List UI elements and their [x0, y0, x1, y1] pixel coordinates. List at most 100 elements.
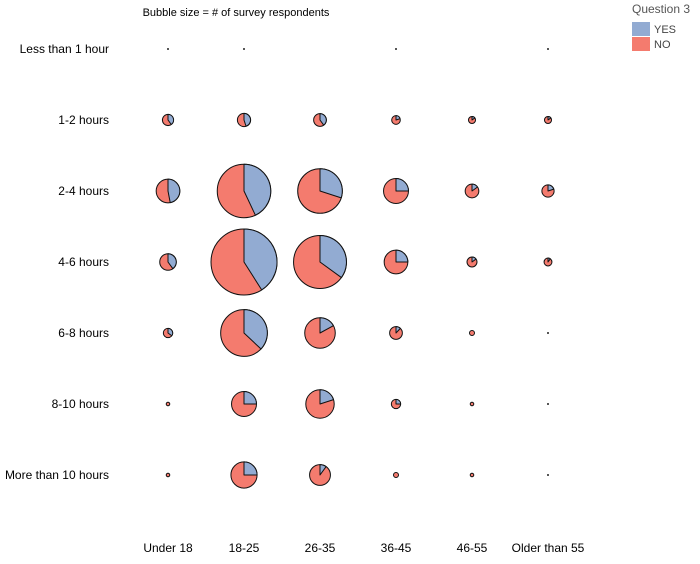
pie-slice-yes — [395, 249, 409, 263]
pie-slice-yes — [243, 163, 272, 216]
y-axis-labels: Less than 1 hour 1-2 hours 2-4 hours 4-6 ho… — [5, 42, 109, 482]
bubble-6-8-hours-36-45 — [389, 326, 403, 340]
legend-title: Question 3 — [632, 2, 690, 16]
pie-slice-no — [469, 330, 475, 336]
bubble-8-10-hours-under-18 — [165, 401, 171, 407]
x-tick-label-under-18: Under 18 — [143, 541, 193, 555]
pie-slice-yes — [243, 461, 258, 476]
bubble-1-2-hours-under-18 — [161, 113, 175, 127]
pie-slice-yes — [167, 113, 175, 126]
pie-slice-yes — [395, 178, 409, 192]
bubble-less-than-1-hour-36-45 — [395, 48, 397, 50]
x-tick-label-older-than-55: Older than 55 — [512, 541, 585, 555]
bubble-4-6-hours-46-55 — [466, 256, 478, 268]
bubble-more-than-10-hours-under-18 — [165, 472, 171, 478]
bubble-4-6-hours-under-18 — [159, 253, 177, 271]
bubble-8-10-hours-18-25 — [231, 391, 257, 417]
pie-slice-yes — [319, 168, 343, 199]
pie-slice-yes — [243, 309, 268, 350]
bubble-2-4-hours-26-35 — [297, 168, 343, 214]
bubble-6-8-hours-46-55 — [469, 330, 475, 336]
bubble-6-8-hours-under-18 — [162, 327, 174, 339]
legend-swatch-yes — [632, 22, 650, 36]
y-tick-label-more-than-10-hours: More than 10 hours — [5, 468, 109, 482]
y-tick-label-4-6-hours: 4-6 hours — [58, 255, 109, 269]
x-tick-label-18-25: 18-25 — [229, 541, 260, 555]
pie-slice-yes — [319, 235, 347, 279]
pie-slice-yes — [547, 257, 551, 263]
bubble-1-2-hours-36-45 — [391, 115, 401, 125]
x-axis-labels: Under 18 18-25 26-35 36-45 46-55 Older than 5… — [143, 541, 584, 555]
pie-slice-yes — [167, 253, 177, 270]
bubble-8-10-hours-26-35 — [305, 389, 335, 419]
y-tick-label-8-10-hours: 8-10 hours — [52, 397, 109, 411]
pie-slice-yes — [319, 389, 335, 405]
chart-annotation: Bubble size = # of survey respondents — [143, 7, 330, 19]
bubble-1-2-hours-26-35 — [313, 113, 327, 127]
pie-slice-no — [469, 472, 475, 478]
bubble-4-6-hours-36-45 — [383, 249, 409, 275]
legend-label-yes: YES — [654, 24, 676, 36]
bubbles-layer — [155, 48, 555, 489]
bubble-6-8-hours-18-25 — [220, 309, 268, 357]
pie-slice-yes — [243, 391, 257, 405]
x-tick-label-46-55: 46-55 — [457, 541, 488, 555]
bubble-more-than-10-hours-older-than-55 — [547, 474, 549, 476]
legend-label-no: NO — [654, 39, 671, 51]
pie-slice-yes — [319, 464, 327, 476]
bubble-dot — [547, 48, 549, 50]
bubble-more-than-10-hours-36-45 — [393, 472, 399, 478]
y-tick-label-less-than-1-hour: Less than 1 hour — [20, 42, 109, 56]
pie-slice-yes — [395, 115, 401, 121]
pie-slice-yes — [243, 228, 278, 291]
pie-slice-yes — [471, 183, 479, 192]
bubble-2-4-hours-under-18 — [155, 178, 181, 204]
bubble-more-than-10-hours-26-35 — [309, 464, 331, 486]
pie-slice-yes — [167, 327, 174, 337]
pie-slice-yes — [471, 256, 477, 263]
bubble-less-than-1-hour-18-25 — [243, 48, 245, 50]
bubble-2-4-hours-46-55 — [464, 183, 480, 199]
bubble-dot — [547, 474, 549, 476]
bubble-4-6-hours-18-25 — [210, 228, 278, 296]
bubble-8-10-hours-older-than-55 — [547, 403, 549, 405]
pie-slice-yes — [395, 326, 401, 334]
bubble-dot — [547, 332, 549, 334]
bubble-8-10-hours-46-55 — [469, 401, 475, 407]
bubble-2-4-hours-18-25 — [216, 163, 272, 219]
y-tick-label-2-4-hours: 2-4 hours — [58, 184, 109, 198]
bubble-1-2-hours-46-55 — [467, 115, 477, 125]
pie-slice-yes — [319, 317, 334, 334]
bubble-dot — [167, 48, 169, 50]
y-tick-label-6-8-hours: 6-8 hours — [58, 326, 109, 340]
bubble-dot — [547, 403, 549, 405]
y-tick-label-1-2-hours: 1-2 hours — [58, 113, 109, 127]
bubble-4-6-hours-older-than-55 — [543, 257, 553, 267]
bubble-2-4-hours-older-than-55 — [541, 184, 555, 198]
pie-slice-yes — [547, 115, 552, 121]
pie-slice-no — [165, 472, 171, 478]
bubble-dot — [395, 48, 397, 50]
pie-slice-yes — [471, 115, 476, 121]
x-tick-label-26-35: 26-35 — [305, 541, 336, 555]
bubble-1-2-hours-older-than-55 — [543, 115, 553, 125]
bubble-6-8-hours-older-than-55 — [547, 332, 549, 334]
bubble-2-4-hours-36-45 — [383, 178, 409, 204]
bubble-more-than-10-hours-18-25 — [230, 461, 258, 489]
bubble-1-2-hours-18-25 — [236, 112, 252, 128]
pie-slice-yes — [547, 184, 555, 192]
pie-slice-no — [393, 472, 399, 478]
bubble-less-than-1-hour-under-18 — [167, 48, 169, 50]
bubble-6-8-hours-26-35 — [304, 317, 336, 349]
pie-slice-yes — [243, 112, 252, 127]
bubble-more-than-10-hours-46-55 — [469, 472, 475, 478]
pie-slice-no — [469, 401, 475, 407]
legend-swatch-no — [632, 37, 650, 51]
pie-slice-yes — [395, 398, 402, 405]
pie-slice-yes — [167, 178, 181, 204]
bubble-4-6-hours-26-35 — [293, 235, 347, 289]
bubble-dot — [243, 48, 245, 50]
legend: Question 3 YES NO — [632, 2, 690, 51]
x-tick-label-36-45: 36-45 — [381, 541, 412, 555]
